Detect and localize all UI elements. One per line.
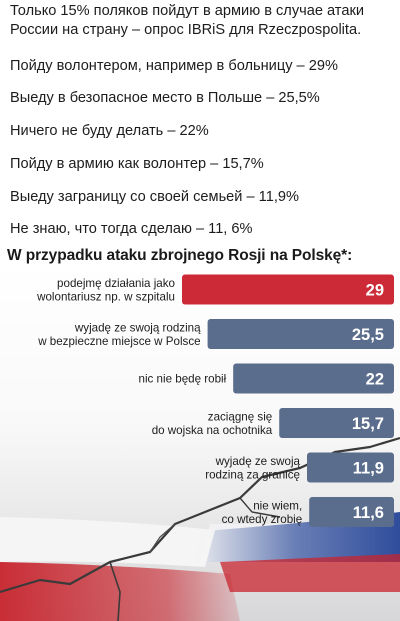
answer-item: Пойду волонтером, например в больницу – …	[10, 58, 338, 74]
bar-chart: 29 podejmę działania jako wolontariusz np.…	[36, 274, 394, 527]
answer-item: Пойду в армию как волонтер – 15,7%	[10, 156, 264, 172]
category-label: podejmę działania jako wolontariusz np. w…	[36, 277, 175, 304]
bar-value-label: 22	[366, 371, 384, 389]
bar-value-label: 11,9	[353, 460, 384, 478]
bar	[182, 274, 394, 305]
bar-row: 22 nic nie będę robił	[139, 363, 394, 394]
bar-row: 11,9 wyjadę ze swoją rodziną za granicę	[205, 452, 394, 483]
category-label: nic nie będę robił	[139, 373, 227, 386]
answer-item: Не знаю, что тогда сделаю – 11, 6%	[10, 221, 253, 237]
category-label: wyjadę ze swoją rodziną za granicę	[205, 455, 300, 482]
answer-item: Выеду в безопасное место в Польше – 25,5…	[10, 90, 320, 106]
bar-row: 29 podejmę działania jako wolontariusz np.…	[36, 274, 394, 305]
bar-row: 15,7 zaciągnę się do wojska na ochotnika	[152, 408, 394, 438]
category-label: wyjadę ze swoją rodziną w bezpieczne miej…	[37, 321, 201, 348]
bar-row: 25,5 wyjadę ze swoją rodziną w bezpieczne …	[37, 319, 394, 349]
bar	[207, 319, 394, 349]
bar-value-label: 15,7	[352, 415, 384, 433]
answer-item: Выеду заграницу со своей семьей – 11,9%	[10, 189, 299, 205]
bar	[309, 497, 394, 527]
bar-value-label: 25,5	[352, 326, 384, 344]
headline-line-2: России на страну – опрос IBRiS для Rzecz…	[10, 22, 362, 38]
bar-value-label: 29	[366, 282, 384, 300]
bar	[233, 363, 394, 394]
category-label: nie wiem, co wtedy zrobię	[222, 499, 303, 526]
headline-line-1: Только 15% поляков пойдут в армию в случ…	[10, 3, 364, 19]
bar	[279, 408, 394, 438]
bar	[307, 452, 394, 483]
chart-title: W przypadku ataku zbrojnego Rosji na Pol…	[7, 247, 353, 264]
bar-value-label: 11,6	[353, 504, 384, 522]
category-label: zaciągnę się do wojska na ochotnika	[152, 410, 273, 437]
answer-item: Ничего не буду делать – 22%	[10, 123, 209, 139]
bar-row: 11,6 nie wiem, co wtedy zrobię	[222, 497, 394, 527]
